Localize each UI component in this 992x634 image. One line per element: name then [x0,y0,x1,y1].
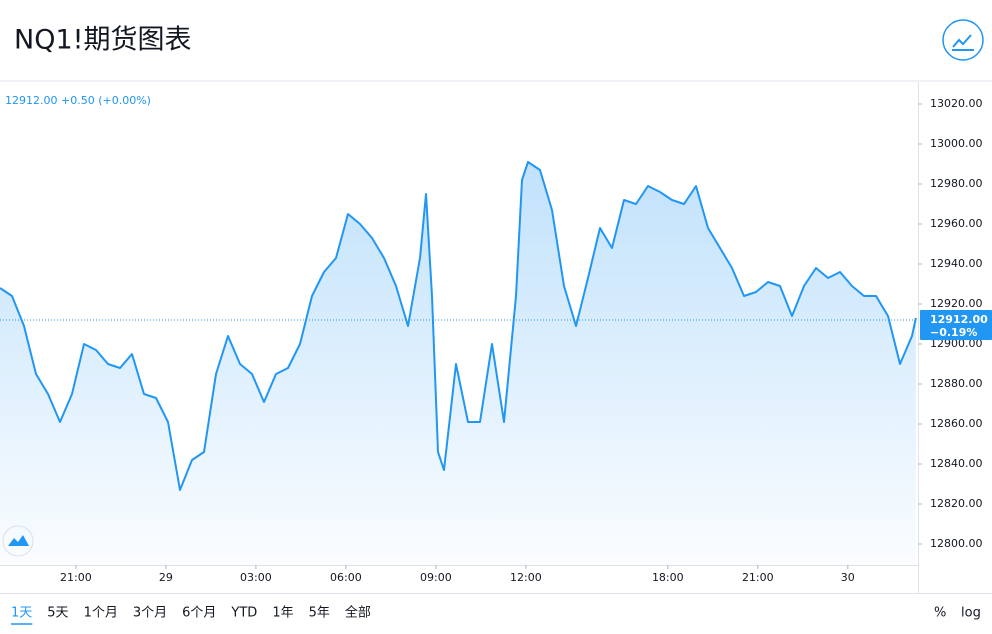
y-tick-label: 12860.00 [930,417,983,430]
chart-style-button[interactable] [942,19,984,61]
range-button[interactable]: 1个月 [84,606,118,621]
change-label: −0.19% [930,326,977,339]
x-tick-label: 21:00 [742,571,774,584]
x-tick-label: 29 [159,571,173,584]
last-price-box [920,310,992,340]
x-tick-label: 06:00 [330,571,362,584]
y-tick-label: 12980.00 [930,177,983,190]
range-button[interactable]: 1天 [11,606,32,621]
y-tick-label: 12820.00 [930,497,983,510]
price-line [0,161,917,491]
x-tick-label: 09:00 [420,571,452,584]
y-tick-label: 12800.00 [930,537,983,550]
y-tick-label: 13020.00 [930,97,983,110]
range-button[interactable]: 3个月 [133,606,167,621]
x-tick-label: 21:00 [60,571,92,584]
x-tick-label: 30 [841,571,855,584]
range-button[interactable]: 全部 [345,605,371,621]
y-tick-label: 12940.00 [930,257,983,270]
price-area [0,162,916,565]
x-tick-label: 12:00 [510,571,542,584]
y-tick-label: 12840.00 [930,457,983,470]
y-tick-label: 12960.00 [930,217,983,230]
last-price-label: 12912.00 [930,313,988,326]
range-button[interactable]: 6个月 [182,606,216,621]
y-tick-label: 12920.00 [930,297,983,310]
range-button[interactable]: 5天 [47,606,68,621]
x-tick-label: 03:00 [240,571,272,584]
y-tick-label: 12880.00 [930,377,983,390]
range-button[interactable]: YTD [230,606,257,621]
y-tick-label: 12900.00 [930,337,983,350]
y-tick-label: 13000.00 [930,137,983,150]
log-button[interactable]: log [961,606,981,621]
page-title: NQ1!期货图表 [14,25,191,56]
quote-legend: 12912.00 +0.50 (+0.00%) [5,94,151,107]
range-button[interactable]: 5年 [309,606,330,621]
percent-button[interactable]: % [934,606,946,621]
range-button[interactable]: 1年 [272,606,293,621]
x-tick-label: 18:00 [652,571,684,584]
